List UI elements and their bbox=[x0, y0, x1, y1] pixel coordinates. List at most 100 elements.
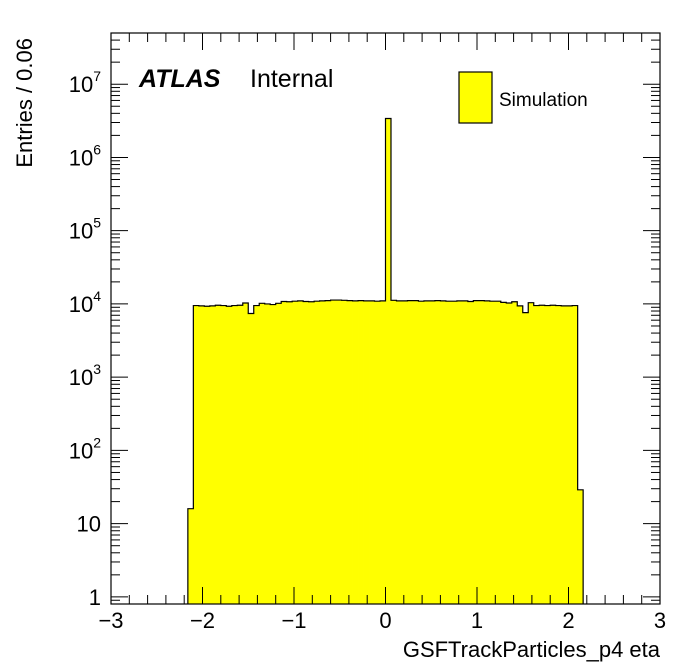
x-tick-labels: −3 −2 −1 0 1 2 3 bbox=[98, 608, 666, 633]
y-tick-label: 102 bbox=[69, 434, 101, 463]
histogram-bar bbox=[286, 301, 293, 604]
histogram-bar bbox=[396, 300, 403, 604]
histogram-bar bbox=[198, 305, 205, 604]
histogram-bar bbox=[500, 302, 507, 604]
x-tick-label: −1 bbox=[281, 608, 306, 633]
x-tick-label: 1 bbox=[471, 608, 483, 633]
y-axis-title: Entries / 0.06 bbox=[12, 38, 37, 168]
histogram-bar bbox=[380, 300, 386, 604]
histogram-bar bbox=[325, 300, 331, 604]
histogram-bar bbox=[248, 313, 255, 604]
x-tick-label: 3 bbox=[654, 608, 666, 633]
histogram-bar bbox=[226, 306, 233, 604]
histogram-bar bbox=[215, 305, 222, 604]
histogram-bar bbox=[231, 305, 238, 604]
y-tick-exponent: 6 bbox=[93, 141, 101, 157]
histogram-bar bbox=[204, 306, 211, 604]
histogram-bar bbox=[314, 301, 321, 604]
histogram-bar bbox=[429, 300, 436, 604]
x-tick-label: 2 bbox=[562, 608, 574, 633]
y-tick-exponent: 3 bbox=[93, 361, 101, 377]
histogram-bars bbox=[187, 118, 584, 604]
y-tick-label: 105 bbox=[69, 215, 101, 244]
histogram-bar bbox=[462, 300, 469, 604]
histogram-bar bbox=[336, 300, 342, 604]
histogram-bar bbox=[297, 300, 304, 604]
histogram-bar bbox=[434, 300, 441, 604]
y-tick-exponent: 2 bbox=[93, 434, 101, 450]
histogram-bar bbox=[319, 300, 326, 604]
histogram-bar bbox=[292, 301, 299, 604]
y-tick-exponent: 7 bbox=[93, 68, 101, 84]
histogram-bar bbox=[418, 301, 425, 604]
histogram-bar bbox=[270, 304, 277, 604]
histogram-outline bbox=[187, 117, 584, 604]
histogram-bar bbox=[533, 305, 540, 604]
y-tick-exponent: 4 bbox=[93, 288, 101, 304]
y-tick-label: 107 bbox=[69, 68, 101, 97]
histogram-bar bbox=[495, 301, 502, 604]
histogram-bar bbox=[528, 302, 535, 604]
histogram-bar bbox=[539, 305, 546, 604]
histogram-bar bbox=[385, 118, 392, 604]
histogram-bar bbox=[259, 303, 266, 604]
histogram-bar bbox=[242, 302, 249, 604]
y-tick-exponent: 5 bbox=[93, 215, 101, 231]
y-tick-label: 10 bbox=[77, 512, 101, 537]
histogram-bar bbox=[264, 303, 271, 604]
histogram-bar bbox=[511, 301, 518, 604]
histogram-bar bbox=[275, 303, 282, 604]
histogram-bar bbox=[412, 300, 419, 604]
histogram-bar bbox=[467, 301, 474, 604]
histogram-bar bbox=[484, 300, 491, 604]
y-tick-labels: 1 10 102 103 104 105 106 107 bbox=[69, 68, 101, 610]
histogram-bar bbox=[440, 300, 447, 604]
histogram-bar bbox=[209, 305, 216, 604]
histogram-bar bbox=[347, 300, 353, 604]
histogram-bar bbox=[506, 302, 513, 604]
histogram-bar bbox=[550, 305, 557, 604]
histogram-bar bbox=[281, 301, 288, 604]
atlas-label: ATLAS bbox=[138, 65, 221, 93]
y-tick-label: 104 bbox=[69, 288, 101, 317]
y-tick-label: 106 bbox=[69, 141, 101, 170]
histogram-bar bbox=[478, 300, 485, 604]
histogram-bar bbox=[352, 300, 359, 604]
y-tick-label: 1 bbox=[89, 585, 101, 610]
histogram-bar bbox=[390, 300, 397, 604]
histogram-bar bbox=[253, 305, 260, 604]
histogram-bar bbox=[423, 300, 430, 604]
histogram-bar bbox=[369, 300, 375, 604]
histogram-bar bbox=[445, 301, 452, 604]
histogram-bar bbox=[374, 301, 381, 604]
histogram-bar bbox=[341, 300, 348, 604]
histogram-bar bbox=[237, 305, 244, 604]
axis-ticks bbox=[110, 32, 661, 605]
histogram-bar bbox=[473, 300, 480, 604]
histogram-bar bbox=[577, 489, 584, 604]
histogram-bar bbox=[407, 300, 414, 604]
histogram-bar bbox=[308, 301, 315, 604]
histogram-bar bbox=[363, 300, 370, 604]
histogram-bar bbox=[561, 305, 568, 604]
legend-label: Simulation bbox=[499, 90, 588, 111]
histogram-bar bbox=[451, 301, 458, 604]
histogram-bar bbox=[522, 312, 529, 604]
histogram-bar bbox=[401, 300, 408, 604]
histogram-bar bbox=[517, 305, 524, 604]
x-axis-title: GSFTrackParticles_p4 eta bbox=[403, 637, 661, 662]
histogram-bar bbox=[220, 305, 227, 604]
histogram-bar bbox=[544, 305, 551, 604]
y-tick-label: 103 bbox=[69, 361, 101, 390]
histogram-bar bbox=[358, 300, 364, 604]
legend-swatch bbox=[458, 71, 493, 124]
x-tick-label: −3 bbox=[98, 608, 123, 633]
histogram-bar bbox=[572, 305, 579, 604]
x-tick-label: 0 bbox=[379, 608, 391, 633]
histogram-bar bbox=[555, 305, 562, 604]
histogram-bar bbox=[303, 301, 310, 604]
histogram-bar bbox=[566, 305, 573, 604]
histogram-bar bbox=[456, 300, 463, 604]
histogram-bar bbox=[489, 301, 496, 604]
